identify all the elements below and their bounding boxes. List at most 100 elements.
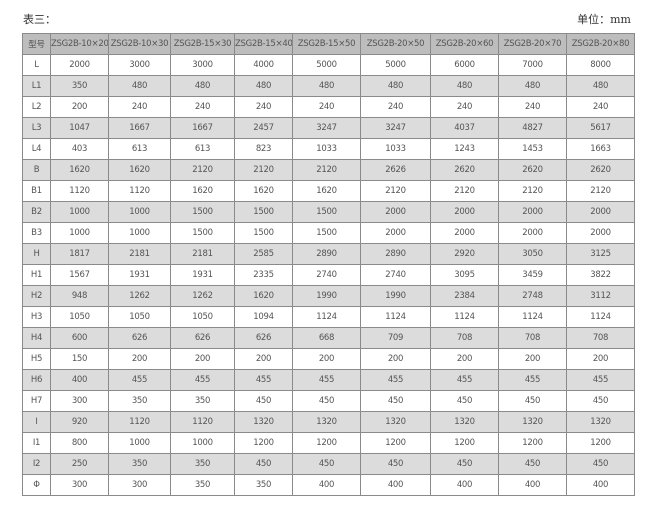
- table-cell: 2620: [566, 159, 635, 181]
- table-cell: 450: [360, 453, 431, 475]
- table-cell: 4000: [234, 54, 293, 76]
- table-cell: 708: [566, 327, 635, 349]
- table-cell: 240: [292, 96, 361, 118]
- table-row: L2 200 240 240 240 240 240 240 240 240: [22, 96, 635, 118]
- row-label: H3: [22, 306, 51, 328]
- row-label: I: [22, 411, 51, 433]
- table-cell: 1620: [50, 159, 109, 181]
- table-cell: 480: [566, 75, 635, 97]
- table-cell: 1000: [108, 432, 171, 454]
- table-cell: 1663: [566, 138, 635, 160]
- row-label: B: [22, 159, 51, 181]
- table-cell: 455: [234, 369, 293, 391]
- table-cell: 1620: [234, 285, 293, 307]
- table-row: H7 300 350 350 450 450 450 450 450 450: [22, 390, 635, 412]
- table-cell: 2000: [360, 222, 431, 244]
- table-cell: 2181: [170, 243, 235, 265]
- row-label: L: [22, 54, 51, 76]
- row-label: B2: [22, 201, 51, 223]
- table-cell: 3000: [170, 54, 235, 76]
- table-cell: 200: [430, 348, 499, 370]
- table-cell: 480: [430, 75, 499, 97]
- table-cell: 2000: [50, 54, 109, 76]
- table-cell: 1243: [430, 138, 499, 160]
- table-cell: 3125: [566, 243, 635, 265]
- table-cell: 3247: [292, 117, 361, 139]
- table-cell: 240: [234, 96, 293, 118]
- table-cell: 455: [360, 369, 431, 391]
- table-cell: 800: [50, 432, 109, 454]
- row-label: B1: [22, 180, 51, 202]
- row-label: I1: [22, 432, 51, 454]
- row-label: H4: [22, 327, 51, 349]
- table-cell: 2120: [566, 180, 635, 202]
- table-cell: 1200: [360, 432, 431, 454]
- table-cell: 455: [108, 369, 171, 391]
- table-cell: 300: [108, 474, 171, 496]
- table-cell: 1120: [50, 180, 109, 202]
- table-cell: 200: [360, 348, 431, 370]
- table-cell: 2000: [430, 222, 499, 244]
- table-cell: 2120: [170, 159, 235, 181]
- table-row: I2 250 350 350 450 450 450 450 450 450: [22, 453, 635, 475]
- table-cell: 200: [498, 348, 567, 370]
- table-row: H1 1567 1931 1931 2335 2740 2740 3095 3459 3822: [22, 264, 635, 286]
- table-cell: 200: [234, 348, 293, 370]
- table-cell: 1000: [108, 222, 171, 244]
- table-cell: 450: [360, 390, 431, 412]
- header-cell: ZSG2B-10×20: [50, 33, 109, 55]
- table-cell: 1124: [430, 306, 499, 328]
- table-cell: 8000: [566, 54, 635, 76]
- table-cell: 708: [498, 327, 567, 349]
- row-label: H5: [22, 348, 51, 370]
- table-cell: 626: [108, 327, 171, 349]
- table-cell: 1047: [50, 117, 109, 139]
- table-cell: 200: [292, 348, 361, 370]
- table-cell: 450: [430, 390, 499, 412]
- table-cell: 1000: [108, 201, 171, 223]
- table-cell: 450: [498, 453, 567, 475]
- table-row: H2 948 1262 1262 1620 1990 1990 2384 2748 3112: [22, 285, 635, 307]
- header-model: 型号: [22, 33, 51, 55]
- table-cell: 1200: [498, 432, 567, 454]
- table-cell: 2748: [498, 285, 567, 307]
- table-cell: 400: [498, 474, 567, 496]
- table-cell: 455: [292, 369, 361, 391]
- table-cell: 823: [234, 138, 293, 160]
- table-cell: 2384: [430, 285, 499, 307]
- row-label: H6: [22, 369, 51, 391]
- table-cell: 948: [50, 285, 109, 307]
- table-cell: 450: [292, 453, 361, 475]
- table-cell: 240: [566, 96, 635, 118]
- table-row: H6 400 455 455 455 455 455 455 455 455: [22, 369, 635, 391]
- table-cell: 613: [170, 138, 235, 160]
- row-label: B3: [22, 222, 51, 244]
- row-label: L1: [22, 75, 51, 97]
- row-label: H2: [22, 285, 51, 307]
- table-cell: 1033: [360, 138, 431, 160]
- table-cell: 240: [498, 96, 567, 118]
- table-cell: 3050: [498, 243, 567, 265]
- table-cell: 2000: [566, 201, 635, 223]
- table-cell: 240: [108, 96, 171, 118]
- table-cell: 403: [50, 138, 109, 160]
- header-cell: ZSG2B-15×50: [292, 33, 361, 55]
- table-cell: 1050: [50, 306, 109, 328]
- table-cell: 450: [234, 390, 293, 412]
- table-cell: 200: [108, 348, 171, 370]
- table-cell: 3459: [498, 264, 567, 286]
- table-cell: 1320: [234, 411, 293, 433]
- table-cell: 1200: [430, 432, 499, 454]
- table-cell: 350: [234, 474, 293, 496]
- table-cell: 1320: [292, 411, 361, 433]
- table-row: Φ 300 300 350 350 400 400 400 400 400: [22, 474, 635, 496]
- table-row: B1 1120 1120 1620 1620 1620 2120 2120 2120 2120: [22, 180, 635, 202]
- table-cell: 300: [50, 474, 109, 496]
- table-cell: 1320: [430, 411, 499, 433]
- row-label: H: [22, 243, 51, 265]
- table-row: H3 1050 1050 1050 1094 1124 1124 1124 1124 1124: [22, 306, 635, 328]
- table-cell: 708: [430, 327, 499, 349]
- table-cell: 1050: [108, 306, 171, 328]
- header-cell: ZSG2B-20×60: [430, 33, 499, 55]
- table-cell: 400: [292, 474, 361, 496]
